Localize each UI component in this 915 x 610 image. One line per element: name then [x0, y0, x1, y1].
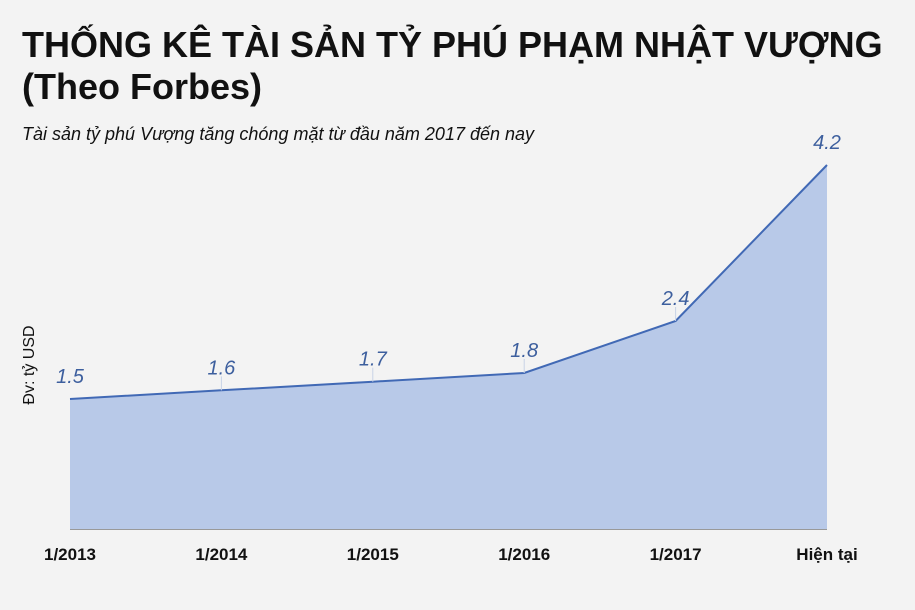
data-label: 1.8	[510, 340, 538, 362]
series-line	[69, 164, 828, 400]
x-tick-layer: 1/2013 1/2014 1/2015 1/2016 1/2017 Hiện tại	[44, 545, 858, 564]
chart-subtitle: Tài sản tỷ phú Vượng tăng chóng mặt từ đ…	[22, 124, 535, 144]
chart-title: THỐNG KÊ TÀI SẢN TỶ PHÚ PHẠM NHẬT VƯỢNG …	[22, 24, 883, 107]
marker-layer	[220, 307, 677, 391]
x-tick-label: 1/2015	[347, 545, 399, 564]
series-area-fill	[70, 165, 827, 529]
x-tick-label: Hiện tại	[796, 545, 857, 564]
data-label: 4.2	[813, 132, 841, 154]
x-tick-label: 1/2014	[195, 545, 248, 564]
data-label: 1.6	[207, 357, 236, 379]
area-layer	[69, 164, 828, 530]
data-label: 2.4	[661, 288, 690, 310]
x-tick-label: 1/2013	[44, 545, 96, 564]
x-tick-label: 1/2016	[498, 545, 550, 564]
data-label: 1.5	[56, 366, 85, 388]
data-label: 1.7	[359, 349, 388, 371]
x-tick-label: 1/2017	[650, 545, 702, 564]
data-label-layer: 1.5 1.6 1.7 1.8 2.4 4.2	[56, 132, 841, 388]
